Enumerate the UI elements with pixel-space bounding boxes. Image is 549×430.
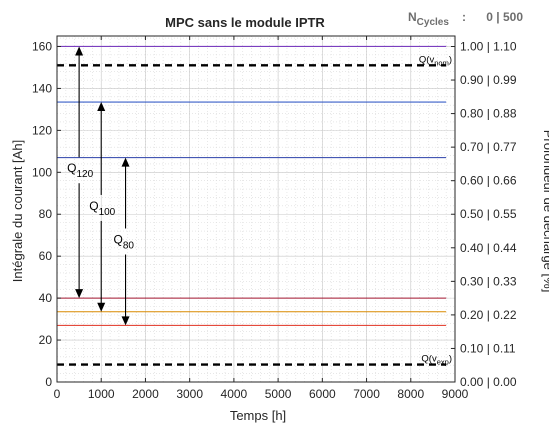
y-tick-label: 20 [39,333,53,347]
x-tick-label: 4000 [221,387,248,401]
arrow-label: Q100 [89,199,115,218]
right-tick-label: 0.80 | 0.88 [460,107,517,121]
y-tick-label: 160 [32,39,52,53]
x-tick-label: 7000 [353,387,380,401]
y-tick-label: 0 [45,375,52,389]
arrow-head-up [97,102,106,112]
grid-lines [56,36,456,383]
plot-frame [56,35,456,383]
x-tick-label: 0 [54,387,61,401]
x-tick-label: 3000 [176,387,203,401]
y-tick-label: 40 [39,291,53,305]
ncycles-separator: : [462,10,466,24]
ncycles-main: N [408,10,417,24]
reference-label-sub: exp [437,358,449,367]
reference-label-end: ) [449,54,452,65]
y-tick-label: 60 [39,249,53,263]
right-axis-label: Profondeur de décharge [%] [541,130,549,293]
x-tick-label: 1000 [88,387,115,401]
right-tick-label: 0.10 | 0.11 [460,341,516,355]
ncycles-sub: Cycles [417,17,450,28]
reference-label-main: Q(v [421,354,437,365]
y-axis-label: Intégrale du courant [Ah] [10,140,25,282]
reference-label-main: Q(v [419,54,435,65]
right-tick-label: 1.00 | 1.10 [460,39,517,53]
x-axis-label: Temps [h] [230,408,286,423]
x-tick-label: 6000 [309,387,336,401]
arrow-label-main: Q [67,161,76,175]
chart-title: MPC sans le module IPTR [165,15,325,30]
right-tick-label: 0.20 | 0.22 [460,308,517,322]
right-tick-label: 0.30 | 0.33 [460,274,517,288]
y-tick-label: 100 [32,165,52,179]
ncycles-label: NCycles [408,10,449,28]
arrow-label: Q80 [114,233,135,252]
arrow-head-up [121,157,130,167]
y-tick-label: 140 [32,81,52,95]
reference-label-end: ) [449,354,452,365]
x-tick-label: 9000 [442,387,469,401]
right-tick-label: 0.90 | 0.99 [460,73,517,87]
arrow-head-up [75,46,84,56]
right-tick-label: 0.60 | 0.66 [460,174,517,188]
arrow-head-down [97,302,106,312]
arrow-label-sub: 100 [99,207,116,218]
arrow-label-sub: 120 [76,169,93,180]
x-tick-label: 5000 [265,387,292,401]
arrow-label: Q120 [67,161,93,180]
axes: 0 1000 2000 3000 4000 5000 6000 7000 8000 9000 0 20… [32,36,517,401]
ncycles-value: 0 | 500 [486,10,523,24]
reference-label: Q(vnom) [419,54,452,67]
series-lines: Q(vnom)Q(vexp) [57,45,452,367]
right-tick-label: 0.40 | 0.44 [460,241,517,255]
arrow-head-down [75,289,84,299]
x-tick-label: 8000 [397,387,424,401]
right-tick-label: 0.50 | 0.55 [460,207,517,221]
y-tick-label: 120 [32,123,52,137]
reference-label-sub: nom [434,58,449,67]
arrow-label-sub: 80 [123,241,135,252]
reference-label: Q(vexp) [421,354,452,367]
x-tick-label: 2000 [132,387,159,401]
arrow-label-main: Q [89,199,98,213]
y-tick-label: 80 [39,207,53,221]
arrow-label-main: Q [114,233,123,247]
right-tick-label: 0.00 | 0.00 [460,375,517,389]
right-tick-label: 0.70 | 0.77 [460,140,517,154]
arrow-head-down [121,316,130,326]
